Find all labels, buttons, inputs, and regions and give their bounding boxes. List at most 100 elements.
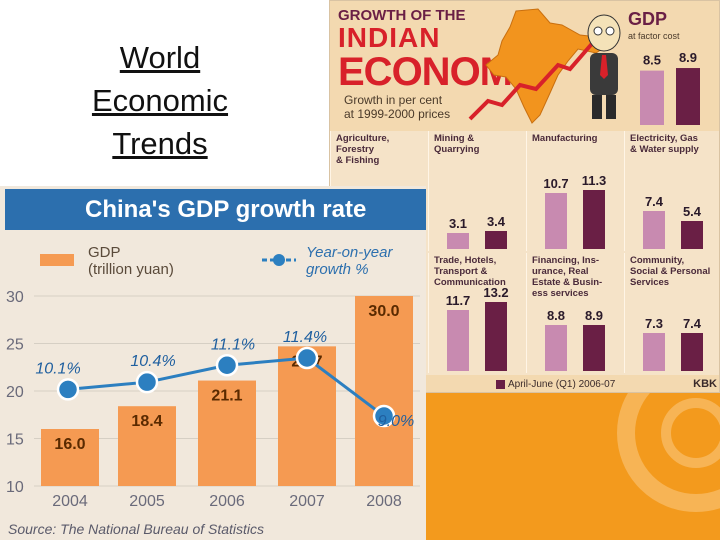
china-chart-title: China's GDP growth rate — [85, 196, 367, 223]
sector-cell-trade: Trade, Hotels, Transport & Communication 11… — [428, 253, 524, 373]
sector-bar — [485, 231, 507, 249]
sector-label-line: Transport & — [434, 266, 488, 277]
sector-label-line: Agriculture, — [336, 133, 390, 144]
title-line: Economic — [91, 83, 229, 118]
y-tick-label: 30 — [6, 289, 24, 306]
yoy-point — [295, 346, 319, 370]
sector-label-line: urance, Real — [532, 266, 589, 277]
sector-bar — [583, 325, 605, 371]
india-title: GROWTH OF THE INDIAN ECONOMY — [338, 7, 539, 92]
sector-bar — [545, 325, 567, 371]
sector-bar-label: 7.4 — [682, 316, 702, 331]
gdp-bar — [198, 380, 256, 486]
x-tick-label: 2005 — [129, 493, 165, 510]
businessman-icon — [587, 14, 621, 119]
china-chart-source: Source: The National Bureau of Statistic… — [8, 521, 265, 537]
india-economy-infographic: GROWTH OF THE INDIAN ECONOMY Growth in p… — [329, 0, 720, 393]
sector-bar — [643, 333, 665, 371]
sector-label-line: Financing, Ins- — [532, 255, 600, 266]
sector-label: Electricity, Gas & Water supply — [630, 133, 699, 155]
sector-label: Financing, Ins-urance, Real Estate & Busi… — [532, 255, 602, 299]
legend-gdp-line2: (trillion yuan) — [88, 261, 174, 278]
sector-label-line: Electricity, Gas — [630, 133, 698, 144]
sector-cell-electricity: Electricity, Gas & Water supply 7.4 5.4 — [624, 131, 719, 251]
legend-yoy-line2: growth % — [306, 261, 369, 278]
sector-label-line: Forestry — [336, 144, 375, 155]
sector-bar-label: 8.8 — [546, 308, 566, 323]
gdp-bar-label: 8.9 — [679, 50, 697, 65]
x-tick-label: 2006 — [209, 493, 245, 510]
sector-bar — [447, 233, 469, 249]
sector-bar — [583, 190, 605, 249]
gdp-bar — [41, 429, 99, 486]
yoy-point — [56, 378, 80, 401]
yoy-point-label: 11.1% — [211, 336, 255, 353]
sector-bar-label: 7.4 — [644, 194, 664, 209]
credit-kbk: KBK — [693, 378, 717, 390]
sector-bar — [485, 302, 507, 371]
sector-label-line: Social & Personal — [630, 266, 711, 277]
yoy-point — [215, 354, 239, 377]
sector-bar — [681, 333, 703, 371]
sector-label-line: Communication — [434, 277, 506, 288]
legend-swatch-q1 — [496, 380, 505, 389]
sector-cell-manufacturing: Manufacturing 10.7 11.3 — [526, 131, 622, 251]
gdp-bar — [118, 406, 176, 486]
sector-bar — [681, 221, 703, 249]
sector-label: Mining & Quarrying — [434, 133, 479, 155]
india-subtitle: Growth in per cent at 1999-2000 prices — [344, 93, 450, 121]
gdp-subtitle: at factor cost — [628, 31, 680, 41]
china-chart-plot: 101520253016.0200418.4200521.1200624.720… — [6, 254, 420, 510]
gdp-bar-label: 16.0 — [54, 436, 85, 453]
x-tick-label: 2008 — [366, 493, 402, 510]
yoy-point — [135, 370, 159, 394]
sector-label-line: & Fishing — [336, 155, 380, 166]
sector-bar-label: 3.4 — [486, 214, 506, 229]
sector-bar — [545, 193, 567, 249]
sector-bar — [447, 310, 469, 371]
gdp-title: GDP — [628, 9, 668, 29]
legend-gdp-swatch — [40, 254, 74, 266]
legend-gdp: GDP (trillion yuan) — [88, 244, 174, 278]
china-chart-header: China's GDP growth rate — [5, 189, 426, 230]
sector-label: Agriculture, Forestry & Fishing — [336, 133, 389, 166]
legend-q1-2006-07: April-June (Q1) 2006-07 — [508, 379, 616, 390]
sector-label-line: Services — [630, 277, 670, 288]
y-tick-label: 10 — [6, 479, 24, 496]
y-tick-label: 25 — [6, 337, 24, 354]
sector-bar-label: 8.9 — [584, 308, 604, 323]
sector-label-line: Quarrying — [434, 144, 480, 155]
yoy-point-label: 9.0% — [378, 413, 414, 430]
sector-label-line: Estate & Busin- — [532, 277, 603, 288]
gdp-bar — [640, 70, 664, 125]
gdp-bar — [676, 68, 700, 125]
legend-yoy: Year-on-year growth % — [306, 244, 392, 278]
sector-bar-label: 11.7 — [445, 293, 471, 308]
sector-bar-label: 7.3 — [644, 316, 664, 331]
gdp-bar — [278, 346, 336, 486]
sector-bar-label: 13.2 — [483, 285, 509, 300]
sector-label-line: Manufacturing — [532, 133, 598, 144]
title-line: World — [119, 40, 201, 75]
sector-cell-mining: Mining & Quarrying 3.1 3.4 — [428, 131, 524, 251]
sector-label-line: Mining & — [434, 133, 475, 144]
gdp-bar-label: 8.5 — [643, 53, 661, 68]
india-title-line2: INDIAN — [338, 22, 441, 53]
sector-cell-financing: Financing, Ins-urance, Real Estate & Busi… — [526, 253, 622, 373]
sector-label-line: Trade, Hotels, — [434, 255, 497, 266]
y-tick-label: 20 — [6, 384, 24, 401]
sector-label: Trade, Hotels, Transport & Communication — [434, 255, 506, 288]
sector-label-line: & Water supply — [630, 144, 699, 155]
slide-title: World Economic Trends — [60, 36, 260, 165]
sector-label: Manufacturing — [532, 133, 597, 144]
legend-yoy-line1: Year-on-year — [306, 244, 393, 261]
gdp-bar-label: 21.1 — [211, 388, 242, 405]
x-tick-label: 2004 — [52, 493, 88, 510]
india-subtitle-line2: at 1999-2000 prices — [344, 107, 451, 121]
china-gdp-chart: China's GDP growth rate 10 15 20 25 30 16.0 20… — [0, 186, 426, 540]
x-tick-label: 2007 — [289, 493, 325, 510]
gdp-bar-chart: 8.5 8.9 — [640, 50, 700, 125]
gdp-bar — [355, 296, 413, 486]
india-title-line1: GROWTH OF THE — [338, 7, 466, 24]
legend-gdp-line1: GDP — [88, 244, 121, 261]
